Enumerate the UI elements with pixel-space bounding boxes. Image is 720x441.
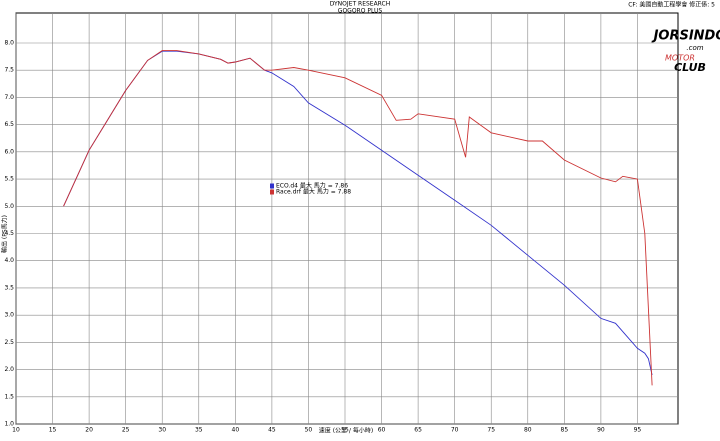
logo-text: MOTOR	[665, 54, 695, 63]
logo-text: JORSINDO	[651, 29, 720, 44]
x-tick-label: 95	[634, 427, 642, 434]
logo-text: CLUB	[674, 61, 706, 74]
x-tick-label: 35	[195, 427, 203, 434]
legend-swatch	[270, 189, 274, 195]
legend-swatch	[270, 183, 274, 189]
y-tick-label: 1.0	[4, 421, 14, 428]
x-tick-label: 25	[122, 427, 130, 434]
legend-label: Race.drf 最大 馬力 = 7.88	[276, 188, 351, 196]
x-tick-label: 15	[49, 427, 57, 434]
chart-subtitle: GOGORO PLUS	[338, 8, 383, 15]
y-tick-label: 7.5	[4, 67, 14, 74]
legend-label: ECO.d4 最大 馬力 = 7.86	[276, 182, 348, 190]
x-tick-label: 30	[158, 427, 166, 434]
chart-title: DYNOJET RESEARCH	[330, 1, 391, 8]
x-axis-label: 速度 (公里 / 每小時)	[319, 427, 373, 435]
y-tick-label: 3.5	[4, 284, 14, 291]
x-tick-label: 80	[524, 427, 532, 434]
x-tick-label: 55	[341, 427, 349, 434]
y-tick-label: 2.5	[4, 339, 14, 346]
x-tick-label: 20	[85, 427, 93, 434]
x-tick-label: 45	[268, 427, 276, 434]
y-tick-label: 5.5	[4, 176, 14, 183]
x-tick-label: 70	[451, 427, 459, 434]
y-tick-label: 8.0	[4, 40, 14, 47]
y-tick-label: 7.0	[4, 94, 14, 101]
y-tick-label: 4.5	[4, 230, 14, 237]
x-tick-label: 65	[414, 427, 422, 434]
x-tick-label: 10	[12, 427, 20, 434]
y-tick-label: 3.0	[4, 312, 14, 319]
x-tick-label: 90	[597, 427, 605, 434]
y-axis-label: 輸出 (PS馬力)	[1, 215, 9, 253]
header-note: CF: 美國自動工程學會 修正係: 5	[628, 1, 715, 9]
series-line	[63, 50, 653, 386]
y-tick-label: 6.0	[4, 148, 14, 155]
y-tick-label: 1.5	[4, 393, 14, 400]
series-line	[63, 50, 653, 376]
y-tick-label: 6.5	[4, 121, 14, 128]
x-tick-label: 40	[232, 427, 240, 434]
y-tick-label: 5.0	[4, 203, 14, 210]
x-tick-label: 85	[561, 427, 569, 434]
y-tick-label: 2.0	[4, 366, 14, 373]
x-tick-label: 75	[487, 427, 495, 434]
x-tick-label: 50	[305, 427, 313, 434]
x-tick-label: 60	[378, 427, 386, 434]
logo-text: .com	[686, 44, 703, 52]
y-tick-label: 4.0	[4, 257, 14, 264]
logo: JORSINDO .com MOTOR CLUB	[651, 29, 720, 75]
